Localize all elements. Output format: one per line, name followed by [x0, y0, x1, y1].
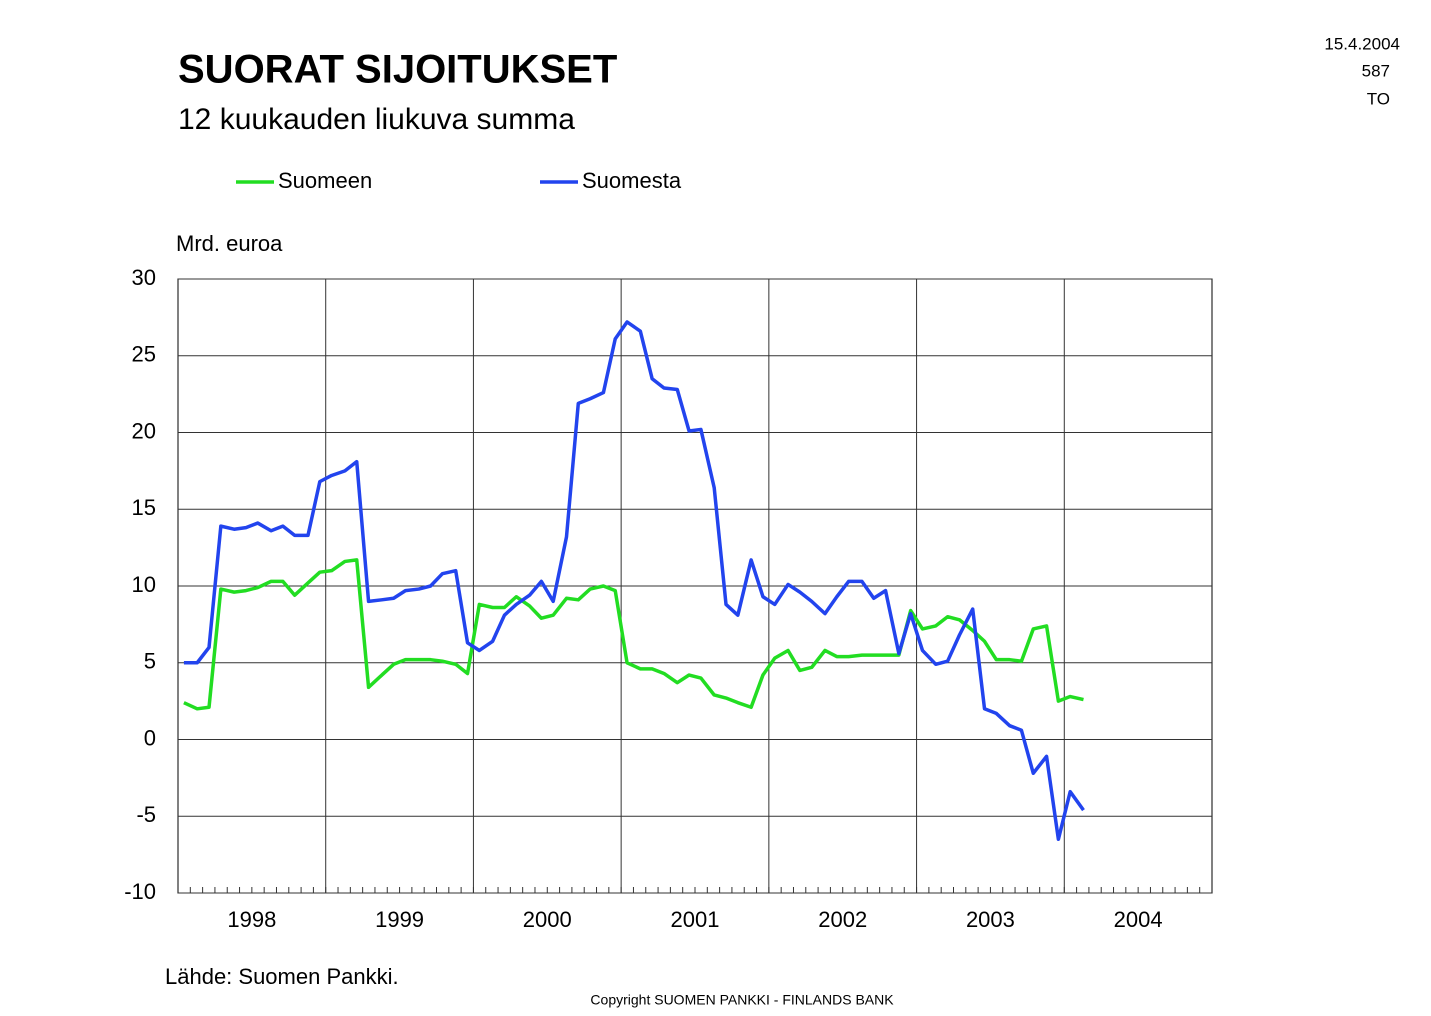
series-line: [183, 320, 1085, 842]
source: Lähde: Suomen Pankki.: [165, 964, 399, 989]
y-tick-label: -5: [136, 802, 156, 827]
y-tick-label: 30: [132, 265, 156, 290]
x-tick-label: 2003: [966, 907, 1015, 932]
y-tick-label: -10: [124, 879, 156, 904]
number: 587: [1362, 61, 1390, 80]
code: TO: [1367, 89, 1390, 108]
x-tick-label: 1999: [375, 907, 424, 932]
chart-subtitle: 12 kuukauden liukuva summa: [178, 103, 575, 136]
y-tick-label: 0: [144, 725, 156, 750]
y-tick-label: 25: [132, 342, 156, 367]
series-line: [183, 558, 1084, 711]
date: 15.4.2004: [1324, 34, 1400, 53]
x-tick-label: 2004: [1114, 907, 1163, 932]
y-tick-label: 5: [144, 649, 156, 674]
x-tick-label: 2000: [523, 907, 572, 932]
x-tick-label: 2001: [671, 907, 720, 932]
legend-label: Suomesta: [582, 168, 682, 193]
x-tick-label: 1998: [227, 907, 276, 932]
chart-title: SUORAT SIJOITUKSET: [178, 48, 617, 92]
copyright: Copyright SUOMEN PANKKI - FINLANDS BANK: [590, 992, 894, 1008]
legend-label: Suomeen: [278, 168, 372, 193]
y-tick-label: 20: [132, 418, 156, 443]
y-tick-label: 15: [132, 495, 156, 520]
y-axis-label: Mrd. euroa: [176, 231, 283, 256]
y-tick-label: 10: [132, 572, 156, 597]
x-tick-label: 2002: [818, 907, 867, 932]
